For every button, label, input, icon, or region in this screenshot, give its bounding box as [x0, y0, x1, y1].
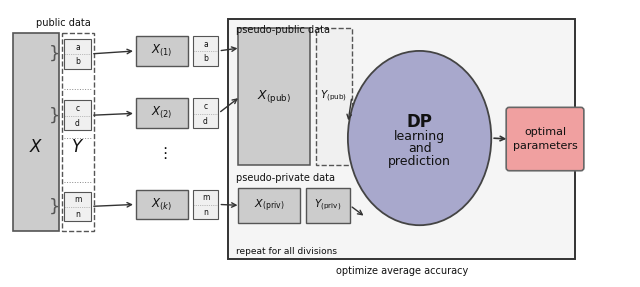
Text: $Y_{\mathrm{(priv)}}$: $Y_{\mathrm{(priv)}}$	[314, 198, 342, 213]
Text: prediction: prediction	[388, 155, 451, 168]
Text: optimal: optimal	[524, 127, 566, 137]
FancyBboxPatch shape	[238, 188, 300, 223]
Text: }: }	[49, 45, 60, 63]
Text: and: and	[408, 142, 431, 156]
Text: $X_{(1)}$: $X_{(1)}$	[151, 43, 172, 59]
Text: d: d	[203, 117, 208, 125]
Text: $Y$: $Y$	[72, 138, 84, 156]
Text: m: m	[74, 195, 81, 204]
Text: m: m	[202, 193, 209, 202]
Text: b: b	[75, 57, 80, 66]
Text: n: n	[75, 210, 80, 219]
FancyBboxPatch shape	[193, 189, 218, 219]
Text: a: a	[203, 40, 208, 49]
Text: pseudo-private data: pseudo-private data	[236, 173, 335, 183]
FancyBboxPatch shape	[64, 191, 91, 221]
FancyBboxPatch shape	[64, 100, 91, 130]
Text: d: d	[75, 119, 80, 127]
Text: $X_{(k)}$: $X_{(k)}$	[151, 196, 172, 213]
Text: public data: public data	[36, 18, 90, 28]
Text: $X$: $X$	[29, 138, 44, 156]
FancyBboxPatch shape	[136, 36, 188, 66]
Text: optimize average accuracy: optimize average accuracy	[335, 266, 468, 276]
FancyBboxPatch shape	[506, 107, 584, 171]
Text: a: a	[75, 43, 80, 52]
Text: repeat for all divisions: repeat for all divisions	[236, 247, 337, 257]
FancyBboxPatch shape	[136, 189, 188, 219]
Text: }: }	[49, 106, 60, 124]
FancyBboxPatch shape	[228, 19, 575, 259]
FancyBboxPatch shape	[62, 33, 94, 231]
Text: $X_{(2)}$: $X_{(2)}$	[151, 105, 172, 121]
Ellipse shape	[348, 51, 492, 225]
FancyBboxPatch shape	[13, 33, 59, 231]
FancyBboxPatch shape	[238, 28, 310, 165]
Text: $X_{\mathrm{(priv)}}$: $X_{\mathrm{(priv)}}$	[254, 197, 284, 214]
Text: $\vdots$: $\vdots$	[157, 145, 167, 161]
Text: }: }	[49, 197, 60, 215]
Text: $Y_{\mathrm{(pub)}}$: $Y_{\mathrm{(pub)}}$	[321, 89, 348, 104]
Text: parameters: parameters	[513, 141, 577, 151]
FancyBboxPatch shape	[193, 98, 218, 128]
Text: c: c	[204, 102, 207, 111]
FancyBboxPatch shape	[64, 39, 91, 69]
Text: n: n	[203, 208, 208, 217]
FancyBboxPatch shape	[136, 98, 188, 128]
Text: $X_{\mathrm{(pub)}}$: $X_{\mathrm{(pub)}}$	[257, 88, 291, 105]
Text: learning: learning	[394, 129, 445, 143]
Text: b: b	[203, 54, 208, 63]
Text: pseudo-public data: pseudo-public data	[236, 25, 330, 35]
FancyBboxPatch shape	[193, 36, 218, 66]
Text: c: c	[76, 104, 79, 113]
Text: DP: DP	[406, 113, 433, 131]
FancyBboxPatch shape	[316, 28, 352, 165]
FancyBboxPatch shape	[306, 188, 350, 223]
